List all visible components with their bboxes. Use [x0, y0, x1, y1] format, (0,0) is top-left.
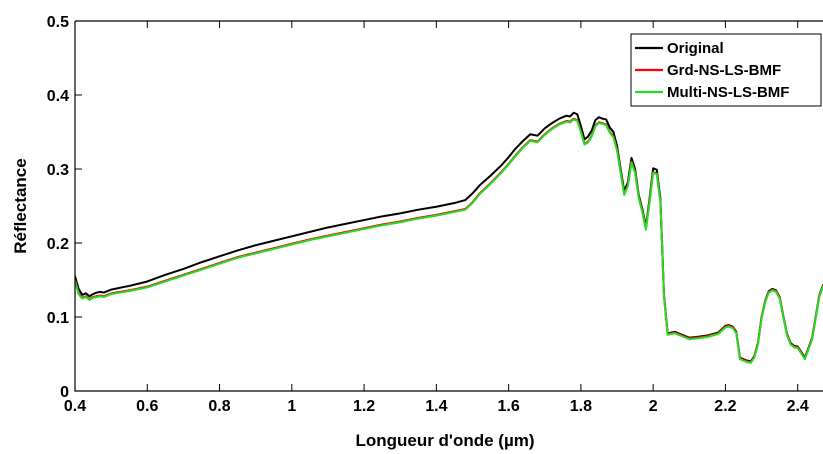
x-tick-label: 2.2 — [714, 398, 736, 415]
x-tick-label: 2 — [649, 398, 658, 415]
y-tick-label: 0.3 — [47, 162, 69, 179]
x-tick-label: 0.8 — [208, 398, 230, 415]
y-tick-label: 0.2 — [47, 236, 69, 253]
x-tick-label: 1.8 — [570, 398, 592, 415]
x-tick-label: 1.4 — [425, 398, 447, 415]
y-tick-label: 0.4 — [47, 88, 69, 105]
y-tick-label: 0 — [60, 384, 69, 401]
axes-layer: 0.4 0.6 0.8 1 1.2 1.4 1.6 1.8 2 2.2 2.4 0 0.1 0.2 0.3 0… — [47, 14, 823, 415]
x-axis-title: Longueur d'onde (µm) — [355, 431, 534, 450]
y-axis-title: Réflectance — [11, 158, 30, 253]
x-tick-label: 2.4 — [787, 398, 809, 415]
x-tick-label: 0.4 — [64, 398, 86, 415]
legend-label: Multi-NS-LS-BMF — [667, 84, 789, 101]
x-tick-label: 1.2 — [353, 398, 375, 415]
legend-label: Grd-NS-LS-BMF — [667, 62, 781, 79]
x-tick-label: 0.6 — [136, 398, 158, 415]
series-layer — [75, 111, 823, 364]
y-tick-label: 0.5 — [47, 14, 69, 31]
y-tick-label: 0.1 — [47, 310, 69, 327]
x-tick-label: 1.6 — [497, 398, 519, 415]
x-tick-label: 1 — [287, 398, 296, 415]
legend-label: Original — [667, 40, 724, 57]
series-line-3 — [75, 118, 823, 364]
legend: Original Grd-NS-LS-BMF Multi-NS-LS-BMF — [630, 33, 822, 107]
